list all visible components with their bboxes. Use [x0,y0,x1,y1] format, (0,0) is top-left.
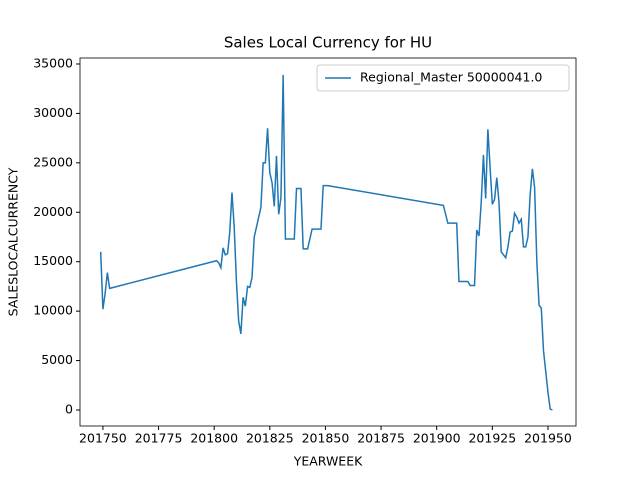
y-tick-label: 25000 [33,154,73,169]
y-tick-label: 35000 [33,55,73,70]
x-axis-label: YEARWEEK [293,454,363,469]
x-tick-label: 201925 [468,431,516,446]
y-tick-label: 30000 [33,105,73,120]
x-tick-label: 201900 [413,431,461,446]
x-tick-label: 201950 [524,431,572,446]
y-tick-label: 15000 [33,253,73,268]
legend-box [316,64,570,92]
y-tick-label: 20000 [33,204,73,219]
y-tick-label: 10000 [33,303,73,318]
x-tick-label: 201750 [79,431,127,446]
data-line [99,74,553,411]
plot-frame [79,57,577,427]
legend-label: Regional_Master 50000041.0 [360,70,542,85]
x-tick-label: 201825 [246,431,294,446]
x-tick-label: 201875 [357,431,405,446]
chart-title: Sales Local Currency for HU [224,34,432,52]
y-axis-label: SALESLOCALCURRENCY [6,167,21,316]
x-tick-label: 201775 [135,431,183,446]
y-tick-label: 5000 [41,352,73,367]
y-tick-label: 0 [65,402,73,417]
x-tick-label: 201800 [190,431,238,446]
x-tick-label: 201850 [302,431,350,446]
